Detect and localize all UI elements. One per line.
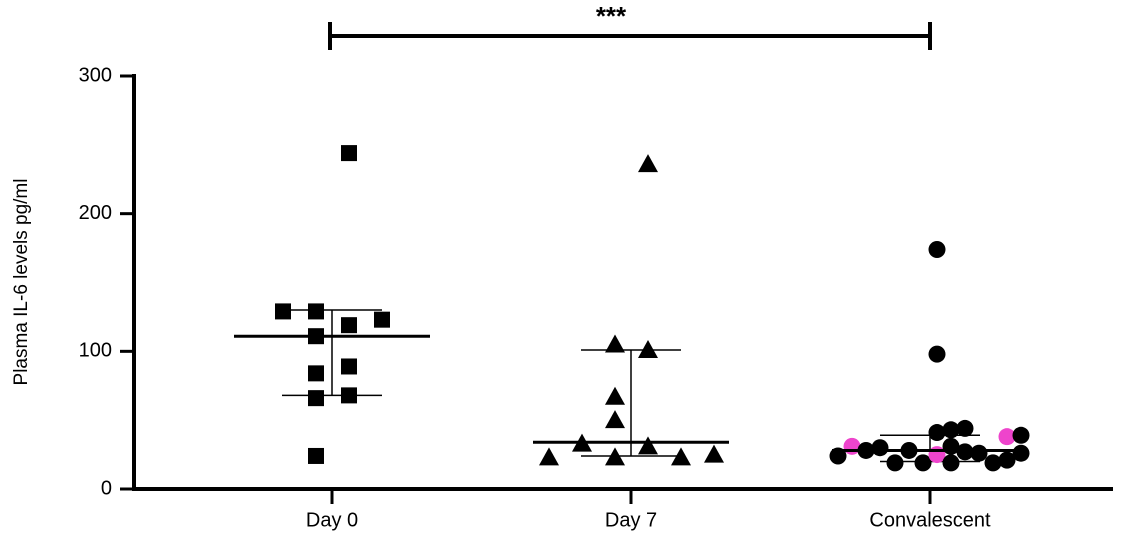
triangle-point xyxy=(638,154,658,173)
circle-point xyxy=(956,419,974,437)
triangle-point xyxy=(605,410,625,429)
significance-annotation: *** xyxy=(596,1,627,31)
y-tick-label: 0 xyxy=(101,477,112,499)
triangle-point xyxy=(671,447,691,466)
triangle-point xyxy=(605,334,625,353)
square-point xyxy=(341,358,357,375)
square-point xyxy=(341,317,357,334)
y-tick-label: 300 xyxy=(79,64,112,86)
circle-point xyxy=(1012,444,1030,462)
triangle-point xyxy=(605,447,625,466)
circle-point xyxy=(942,454,960,472)
square-point xyxy=(308,447,324,464)
circle-point xyxy=(970,444,988,462)
circle-point xyxy=(942,421,960,439)
circle-point xyxy=(998,451,1016,469)
square-point xyxy=(374,311,390,328)
significance-bracket xyxy=(328,22,932,50)
square-point xyxy=(275,303,291,320)
circle-point xyxy=(928,345,946,363)
x-tick-label: Day 0 xyxy=(306,509,358,531)
y-tick-label: 100 xyxy=(79,340,112,362)
triangle-point xyxy=(638,339,658,358)
x-tick-label: Convalescent xyxy=(869,509,991,531)
circle-point xyxy=(998,428,1016,446)
square-point xyxy=(308,365,324,382)
circle-point xyxy=(928,240,946,258)
square-point xyxy=(341,145,357,162)
circle-point xyxy=(914,454,932,472)
y-tick-label: 200 xyxy=(79,202,112,224)
circle-point xyxy=(1012,426,1030,444)
triangle-point xyxy=(539,447,559,466)
y-axis-label: Plasma IL-6 levels pg/ml xyxy=(11,179,32,386)
triangle-point xyxy=(704,444,724,463)
triangle-point xyxy=(638,436,658,455)
circle-point xyxy=(871,439,889,457)
circle-point xyxy=(984,454,1002,472)
x-tick-label: Day 7 xyxy=(605,509,657,531)
square-point xyxy=(341,387,357,404)
circle-point xyxy=(928,424,946,442)
square-point xyxy=(308,390,324,407)
triangle-point xyxy=(605,386,625,405)
square-point xyxy=(308,303,324,320)
circle-point xyxy=(886,454,904,472)
